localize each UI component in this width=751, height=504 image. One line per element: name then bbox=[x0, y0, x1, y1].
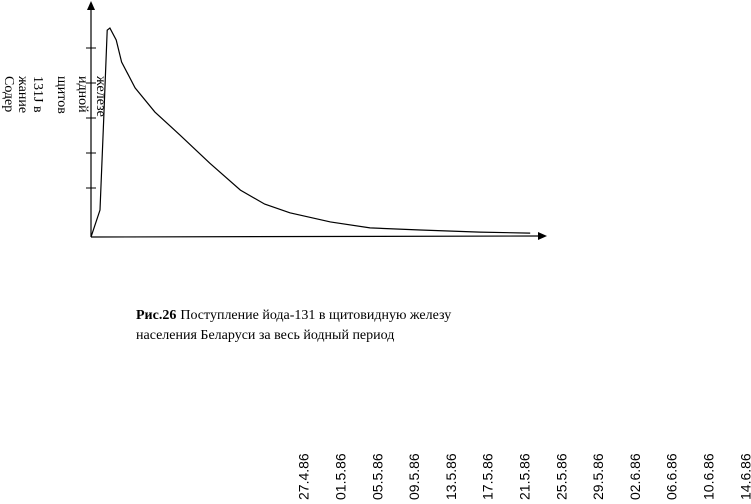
date-label: 14.6.86 bbox=[737, 453, 751, 500]
date-label: 06.6.86 bbox=[664, 453, 680, 500]
date-label: 13.5.86 bbox=[443, 453, 459, 500]
y-label-line: 131J в bbox=[30, 76, 45, 113]
y-label-line: Содер bbox=[1, 76, 16, 112]
data-line bbox=[90, 27, 531, 238]
date-label: 27.4.86 bbox=[296, 453, 312, 500]
caption-line1: Рис.26 Поступление йода-131 в щитовидную … bbox=[136, 308, 451, 323]
y-arrow bbox=[87, 1, 95, 10]
date-label: 21.5.86 bbox=[517, 453, 533, 500]
date-label: 01.5.86 bbox=[333, 453, 349, 500]
x-axis bbox=[90, 235, 541, 238]
caption-line2: населения Беларуси за весь йодный период bbox=[136, 328, 394, 343]
y-label-line: идной bbox=[75, 76, 90, 113]
y-label-line: жание bbox=[15, 75, 30, 113]
date-label: 02.6.86 bbox=[627, 453, 643, 500]
date-label: 10.6.86 bbox=[701, 453, 717, 500]
date-label: 25.5.86 bbox=[553, 453, 569, 500]
date-label: 09.5.86 bbox=[406, 453, 422, 500]
y-label-line: щитов bbox=[54, 76, 69, 114]
date-label: 29.5.86 bbox=[590, 453, 606, 500]
date-label: 05.5.86 bbox=[369, 453, 385, 500]
date-label: 17.5.86 bbox=[480, 453, 496, 500]
x-arrow bbox=[538, 232, 547, 240]
